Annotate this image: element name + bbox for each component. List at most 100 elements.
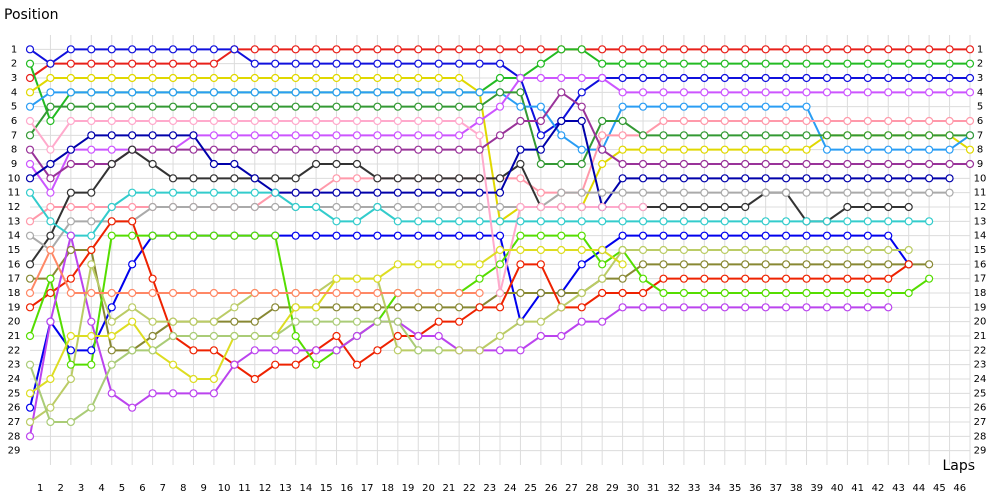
x-tick-label: 31	[647, 483, 660, 494]
lap-marker	[25, 331, 35, 341]
lap-marker	[884, 202, 893, 212]
lap-marker	[659, 245, 668, 255]
lap-marker	[679, 88, 689, 97]
lap-marker	[843, 245, 852, 255]
lap-marker	[414, 145, 423, 154]
lap-marker	[536, 331, 545, 341]
lap-marker	[393, 145, 402, 154]
lap-marker	[168, 102, 178, 111]
lap-marker	[495, 303, 505, 312]
lap-marker	[332, 274, 341, 283]
lap-marker	[87, 317, 96, 326]
lap-marker	[822, 73, 832, 83]
lap-marker	[352, 88, 362, 97]
lap-marker	[598, 131, 607, 140]
lap-marker	[168, 231, 178, 240]
lap-marker	[87, 59, 96, 68]
y-tick-label-right: 27	[974, 417, 987, 428]
lap-marker	[414, 102, 423, 111]
lap-marker	[87, 73, 96, 83]
lap-marker	[557, 202, 566, 212]
lap-marker	[128, 188, 137, 197]
lap-marker	[557, 231, 566, 240]
lap-marker	[352, 303, 362, 312]
lap-marker	[66, 73, 75, 83]
lap-marker	[577, 159, 586, 169]
lap-marker	[761, 231, 770, 240]
lap-marker	[945, 59, 954, 68]
lap-marker	[393, 59, 402, 68]
lap-marker	[904, 159, 913, 169]
lap-marker	[577, 317, 586, 326]
lap-marker	[741, 59, 750, 68]
lap-marker	[87, 217, 96, 226]
lap-marker	[475, 145, 484, 154]
lap-marker	[311, 317, 321, 326]
lap-marker	[332, 231, 341, 240]
lap-marker	[66, 102, 75, 111]
lap-marker	[414, 188, 423, 197]
lap-marker	[822, 303, 832, 312]
lap-marker	[863, 303, 872, 312]
lap-marker	[87, 346, 96, 355]
lap-marker	[250, 288, 259, 298]
lap-marker	[618, 245, 627, 255]
lap-marker	[741, 131, 750, 140]
lap-marker	[965, 45, 975, 54]
lap-marker	[618, 59, 627, 68]
lap-marker	[884, 45, 893, 54]
lap-marker	[46, 73, 55, 83]
lap-marker	[945, 45, 954, 54]
lap-marker	[168, 73, 178, 83]
lap-marker	[311, 360, 321, 369]
lap-marker	[189, 174, 198, 183]
lap-marker	[720, 288, 729, 298]
lap-marker	[700, 188, 709, 197]
lap-marker	[659, 88, 668, 97]
lap-marker	[46, 374, 55, 384]
lap-marker	[455, 145, 464, 154]
lap-marker	[87, 88, 96, 97]
lap-marker	[557, 303, 566, 312]
lap-marker	[168, 131, 178, 140]
lap-marker	[761, 59, 770, 68]
lap-marker	[128, 88, 137, 97]
lap-marker	[659, 260, 668, 269]
lap-marker	[781, 288, 791, 298]
lap-marker	[679, 131, 689, 140]
lap-marker	[271, 288, 280, 298]
lap-marker	[638, 145, 648, 154]
lap-marker	[291, 231, 300, 240]
lap-marker	[332, 217, 341, 226]
lap-marker	[87, 188, 96, 197]
lap-marker	[475, 59, 484, 68]
y-tick-label-right: 18	[974, 288, 987, 299]
lap-marker	[495, 131, 505, 140]
lap-marker	[414, 116, 423, 126]
lap-marker	[87, 245, 96, 255]
lap-marker	[761, 73, 770, 83]
lap-marker	[311, 45, 321, 54]
x-tick-label: 3	[78, 483, 84, 494]
x-tick-label: 11	[238, 483, 251, 494]
lap-marker	[781, 245, 791, 255]
lap-marker	[128, 260, 137, 269]
lap-marker	[250, 231, 259, 240]
lap-marker	[66, 145, 75, 154]
lap-marker	[250, 116, 259, 126]
lap-marker	[455, 288, 464, 298]
lap-marker	[598, 116, 607, 126]
lap-marker	[148, 389, 157, 398]
y-tick-label: 21	[8, 331, 21, 342]
x-tick-label: 5	[119, 483, 125, 494]
lap-marker	[884, 145, 893, 154]
y-tick-label-right: 20	[974, 317, 987, 328]
lap-marker	[311, 73, 321, 83]
lap-marker	[128, 403, 137, 412]
lap-marker	[598, 245, 607, 255]
lap-marker	[107, 360, 116, 369]
lap-marker	[577, 73, 586, 83]
lap-marker	[352, 217, 362, 226]
lap-marker	[475, 131, 484, 140]
